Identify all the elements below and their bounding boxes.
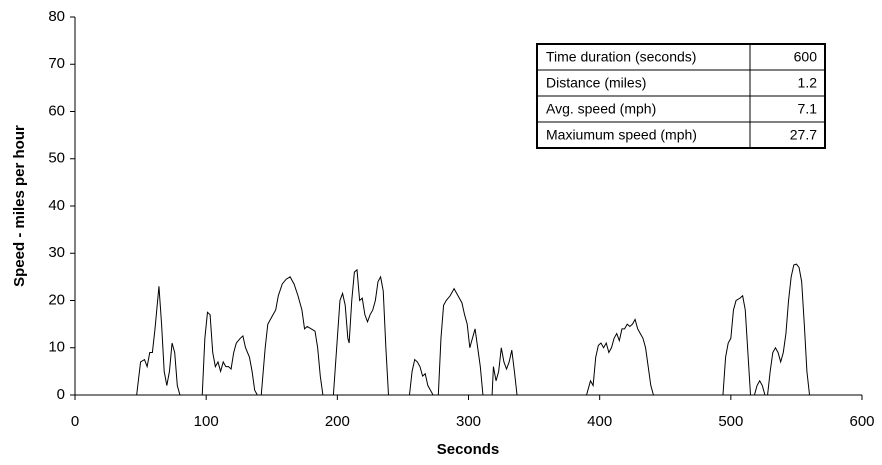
table-value: 27.7 (790, 127, 817, 143)
y-tick-label: 50 (48, 150, 65, 167)
speed-line (75, 263, 862, 396)
table-cell (749, 95, 826, 123)
y-tick-label: 80 (48, 8, 65, 25)
y-tick-label: 30 (48, 244, 65, 261)
y-tick-label: 40 (48, 197, 65, 214)
summary-table: Time duration (seconds) 600 Distance (mile… (536, 43, 826, 149)
y-tick-label: 20 (48, 291, 65, 308)
x-tick-label: 600 (849, 413, 874, 430)
x-tick-label: 0 (71, 413, 79, 430)
x-tick-label: 400 (587, 413, 612, 430)
x-tick-label: 500 (718, 413, 743, 430)
table-value: 7.1 (798, 101, 818, 117)
y-tick-label: 10 (48, 339, 65, 356)
y-tick-label: 60 (48, 102, 65, 119)
x-axis-title: Seconds (437, 441, 500, 458)
x-tick-label: 200 (325, 413, 350, 430)
table-cell (749, 69, 826, 97)
table-cell (749, 121, 826, 149)
table-value: 1.2 (798, 75, 818, 91)
table-label: Avg. speed (mph) (546, 101, 656, 117)
table-label: Distance (miles) (546, 75, 646, 91)
x-tick-label: 100 (194, 413, 219, 430)
table-value: 600 (794, 49, 818, 65)
x-tick-label: 300 (456, 413, 481, 430)
table-border (536, 43, 826, 149)
y-axis-title: Speed - miles per hour (11, 125, 28, 287)
y-tick-label: 0 (57, 386, 65, 403)
table-label: Maxiumum speed (mph) (546, 127, 697, 143)
y-tick-label: 70 (48, 55, 65, 72)
table-label: Time duration (seconds) (546, 49, 696, 65)
